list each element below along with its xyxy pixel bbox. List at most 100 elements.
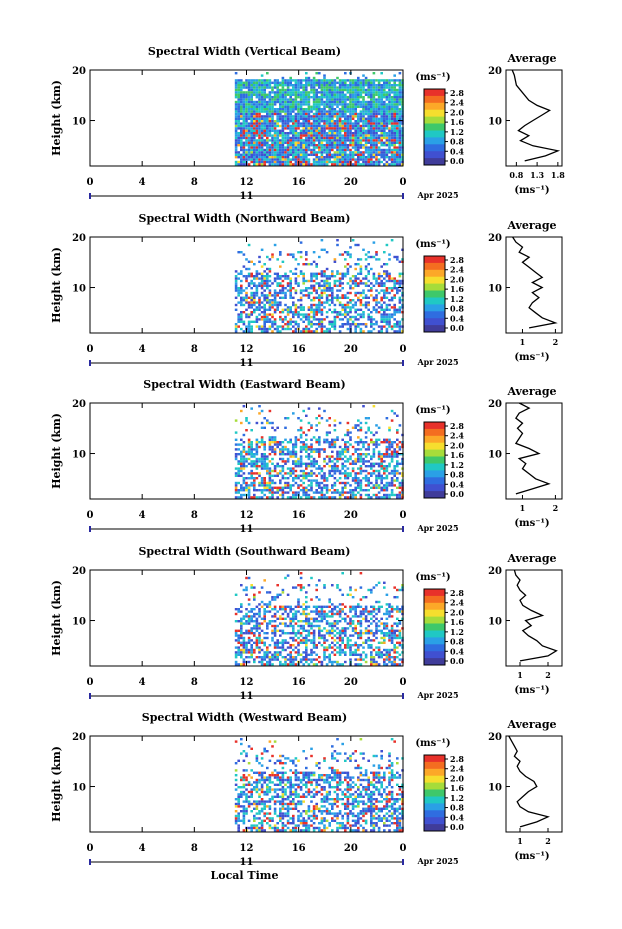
heatmap-cell (310, 311, 313, 314)
heatmap-cell (253, 139, 256, 142)
heatmap-cell (276, 617, 279, 620)
heatmap-cell (286, 615, 290, 618)
heatmap-cell (268, 148, 272, 152)
heatmap-cell (354, 127, 357, 130)
heatmap-cell (341, 287, 344, 290)
heatmap-cell (266, 632, 269, 635)
heatmap-cell (398, 160, 402, 164)
heatmap-cell (268, 108, 272, 111)
heatmap-cell (240, 153, 243, 156)
heatmap-cell (351, 467, 355, 470)
heatmap-cell (372, 129, 376, 132)
heatmap-cell (286, 646, 290, 649)
heatmap-cell (234, 303, 238, 307)
heatmap-cell (325, 311, 329, 314)
heatmap-cell (258, 308, 261, 311)
heatmap-cell (398, 148, 402, 152)
heatmap-cell (383, 496, 386, 499)
heatmap-cell (260, 315, 264, 319)
colorbar-tick-label: 2.0 (450, 440, 464, 450)
heatmap-cell (289, 472, 292, 475)
heatmap-cell (346, 270, 350, 273)
heatmap-cell (242, 617, 246, 620)
heatmap-cell (268, 491, 272, 494)
heatmap-cell (237, 141, 240, 144)
heatmap-cell (367, 105, 370, 108)
heatmap-cell (349, 144, 352, 147)
heatmap-cell (260, 146, 264, 149)
heatmap-cell (299, 134, 303, 137)
heatmap-cell (297, 282, 300, 285)
heatmap-cell (247, 115, 251, 118)
heatmap-cell (388, 455, 391, 458)
heatmap-cell (281, 146, 285, 149)
heatmap-cell (281, 486, 285, 489)
heatmap-cell (268, 443, 272, 446)
heatmap-cell (367, 477, 370, 480)
heatmap-cell (273, 289, 277, 292)
heatmap-cell (310, 641, 313, 644)
heatmap-cell (273, 153, 277, 156)
heatmap-cell (370, 323, 373, 326)
heatmap-cell (393, 284, 396, 287)
x-tick-label: 0 (87, 177, 94, 188)
heatmap-cell (318, 455, 321, 458)
heatmap-cell (292, 108, 295, 111)
heatmap-cell (297, 477, 300, 480)
heatmap-cell (310, 651, 313, 654)
heatmap-cell (294, 127, 298, 130)
heatmap-cell (294, 313, 298, 316)
heatmap-cell (318, 84, 321, 87)
heatmap-cell (266, 294, 269, 297)
heatmap-cell (377, 477, 381, 480)
heatmap-cell (390, 279, 394, 283)
heatmap-cell (266, 603, 269, 606)
heatmap-cell (328, 489, 331, 492)
heatmap-cell (344, 96, 347, 99)
heatmap-cell (289, 253, 292, 256)
heatmap-cell (359, 270, 363, 273)
heatmap-cell (271, 144, 274, 147)
heatmap-cell (383, 301, 386, 304)
y-tick-label: 20 (72, 233, 86, 244)
heatmap-cell (276, 158, 279, 161)
heatmap-cell (234, 656, 238, 659)
heatmap-cell (385, 417, 389, 420)
heatmap-cell (320, 248, 324, 251)
heatmap-cell (250, 105, 253, 108)
heatmap-cell (237, 608, 240, 611)
heatmap-cell (367, 330, 370, 333)
heatmap-cell (253, 624, 256, 628)
heatmap-cell (289, 320, 292, 323)
heatmap-cell (253, 136, 256, 140)
heatmap-cell (383, 277, 386, 280)
heatmap-cell (325, 105, 329, 108)
heatmap-cell (253, 103, 256, 106)
heatmap-cell (276, 129, 279, 132)
heatmap-cell (284, 88, 287, 92)
heatmap-cell (351, 163, 355, 166)
heatmap-cell (307, 103, 311, 106)
heatmap-cell (289, 658, 292, 661)
heatmap-cell (273, 79, 277, 82)
heatmap-cell (354, 275, 357, 278)
heatmap-cell (396, 477, 399, 480)
heatmap-cell (253, 634, 256, 637)
heatmap-cell (372, 450, 376, 453)
heatmap-cell (253, 122, 256, 125)
heatmap-cell (260, 79, 264, 82)
heatmap-cell (341, 86, 344, 89)
heatmap-cell (328, 84, 331, 87)
heatmap-cell (315, 120, 318, 123)
heatmap-cell (294, 465, 298, 468)
heatmap-cell (398, 441, 402, 444)
heatmap-cell (396, 160, 399, 164)
heatmap-cell (268, 115, 272, 118)
heatmap-cell (234, 134, 238, 137)
heatmap-cell (273, 481, 277, 485)
heatmap-cell (242, 445, 246, 449)
heatmap-cell (234, 96, 238, 99)
heatmap-cell (258, 612, 261, 616)
heatmap-cell (258, 255, 261, 259)
heatmap-cell (292, 624, 295, 628)
